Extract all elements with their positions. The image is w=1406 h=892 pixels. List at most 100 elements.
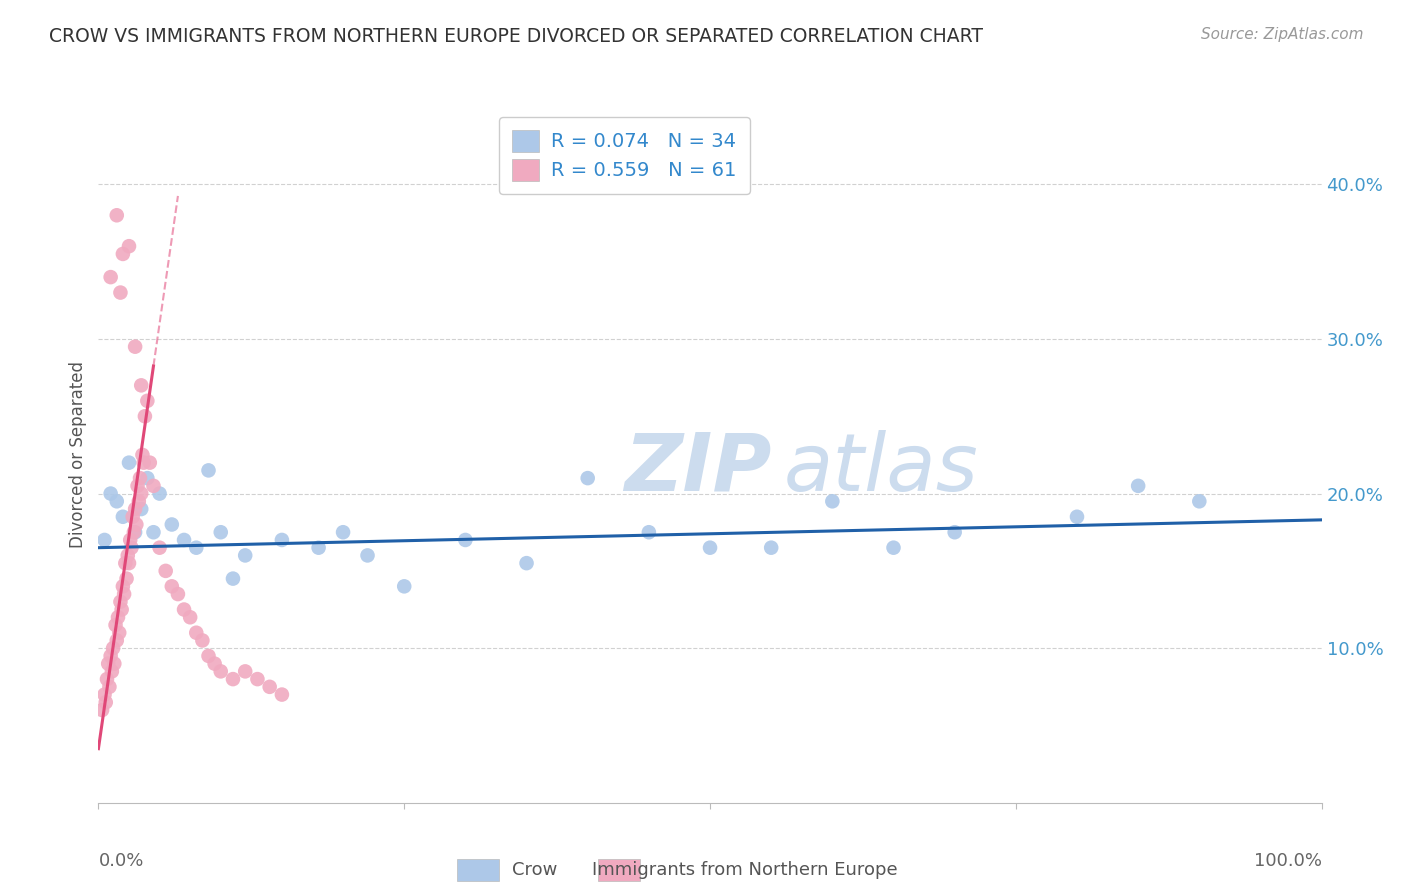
Text: CROW VS IMMIGRANTS FROM NORTHERN EUROPE DIVORCED OR SEPARATED CORRELATION CHART: CROW VS IMMIGRANTS FROM NORTHERN EUROPE … — [49, 27, 983, 45]
Y-axis label: Divorced or Separated: Divorced or Separated — [69, 361, 87, 549]
Point — [111, 509, 134, 524]
Point — [699, 541, 721, 555]
Point — [111, 602, 134, 616]
Point — [93, 533, 115, 547]
Point — [761, 541, 783, 555]
Point — [100, 648, 122, 663]
Point — [270, 533, 294, 547]
Legend: R = 0.074   N = 34, R = 0.559   N = 61: R = 0.074 N = 34, R = 0.559 N = 61 — [499, 117, 751, 194]
Point — [105, 208, 128, 222]
Point — [233, 549, 256, 563]
Point — [91, 703, 114, 717]
Text: Crow: Crow — [512, 861, 557, 879]
Point — [149, 541, 172, 555]
Point — [516, 556, 538, 570]
Point — [118, 239, 141, 253]
Point — [186, 625, 208, 640]
Point — [124, 502, 146, 516]
Point — [100, 486, 122, 500]
Point — [107, 610, 129, 624]
Point — [111, 579, 134, 593]
Point — [356, 549, 378, 563]
Point — [204, 657, 226, 671]
Point — [103, 657, 125, 671]
Point — [129, 502, 152, 516]
Text: 0.0%: 0.0% — [98, 852, 143, 870]
Point — [101, 641, 124, 656]
Point — [111, 247, 134, 261]
Point — [120, 533, 142, 547]
Point — [142, 479, 165, 493]
Text: ZIP: ZIP — [624, 430, 772, 508]
Point — [209, 525, 232, 540]
Point — [191, 633, 214, 648]
Point — [129, 486, 152, 500]
Point — [160, 517, 183, 532]
Point — [118, 556, 141, 570]
Point — [173, 602, 195, 616]
Point — [1128, 479, 1150, 493]
Point — [1066, 509, 1088, 524]
Point — [124, 340, 146, 354]
Point — [110, 595, 132, 609]
Point — [101, 665, 124, 679]
Point — [128, 494, 150, 508]
Point — [104, 618, 127, 632]
Point — [139, 456, 162, 470]
Point — [186, 541, 208, 555]
Point — [222, 572, 245, 586]
Point — [173, 533, 195, 547]
Point — [308, 541, 330, 555]
Point — [100, 270, 122, 285]
Text: Source: ZipAtlas.com: Source: ZipAtlas.com — [1201, 27, 1364, 42]
Point — [131, 448, 153, 462]
Point — [114, 556, 136, 570]
Point — [233, 665, 256, 679]
Point — [121, 509, 143, 524]
Point — [167, 587, 190, 601]
Point — [197, 648, 219, 663]
Point — [120, 541, 142, 555]
Point — [136, 393, 159, 408]
Point — [122, 525, 145, 540]
Point — [115, 572, 138, 586]
Text: atlas: atlas — [783, 430, 979, 508]
Point — [259, 680, 281, 694]
Point — [883, 541, 905, 555]
Point — [129, 378, 152, 392]
Point — [136, 471, 159, 485]
Point — [105, 494, 128, 508]
Point — [209, 665, 232, 679]
Point — [392, 579, 416, 593]
Point — [332, 525, 354, 540]
Point — [112, 587, 135, 601]
Point — [246, 672, 269, 686]
Text: 100.0%: 100.0% — [1254, 852, 1322, 870]
Point — [94, 695, 117, 709]
Point — [637, 525, 661, 540]
Point — [93, 688, 115, 702]
Point — [96, 672, 118, 686]
Point — [105, 633, 128, 648]
Point — [98, 680, 121, 694]
Point — [454, 533, 477, 547]
Point — [124, 525, 146, 540]
Point — [821, 494, 844, 508]
Point — [132, 456, 155, 470]
Point — [127, 479, 149, 493]
Point — [97, 657, 120, 671]
Point — [576, 471, 599, 485]
Point — [1188, 494, 1211, 508]
Point — [155, 564, 177, 578]
Point — [222, 672, 245, 686]
Point — [179, 610, 201, 624]
Text: Immigrants from Northern Europe: Immigrants from Northern Europe — [592, 861, 898, 879]
Point — [108, 625, 131, 640]
Point — [118, 456, 141, 470]
Point — [270, 688, 294, 702]
Point — [149, 486, 172, 500]
Point — [160, 579, 183, 593]
Point — [134, 409, 156, 424]
Point — [117, 549, 139, 563]
Point — [110, 285, 132, 300]
